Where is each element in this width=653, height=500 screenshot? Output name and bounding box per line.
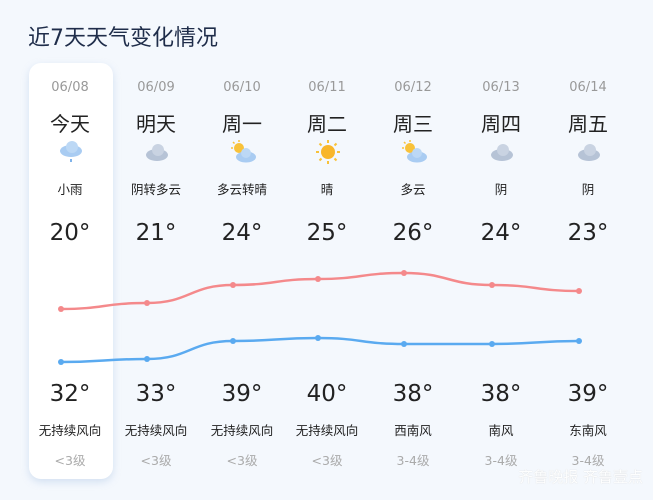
upper-temp-point: [144, 300, 150, 306]
lower-temp-point: [58, 359, 64, 365]
page-title: 近7天天气变化情况: [28, 26, 218, 51]
lower-temp: 39°: [567, 381, 609, 407]
upper-temp-point: [58, 306, 64, 312]
upper-temp: 26°: [392, 220, 434, 246]
day-column: 06/13 周四 阴 24° 38° 南风 3-4级: [458, 0, 544, 500]
condition-label: 多云转晴: [216, 182, 267, 197]
wind-direction: 无持续风向: [295, 423, 359, 438]
weekday-label: 周一: [222, 112, 262, 136]
wind-direction: 东南风: [569, 423, 607, 438]
partly-cloudy-icon: [401, 140, 427, 164]
weekday-label: 周三: [393, 112, 433, 136]
date-label: 06/08: [51, 80, 89, 95]
date-label: 06/09: [137, 80, 175, 95]
wind-level: 3-4级: [571, 453, 605, 468]
wind-direction: 西南风: [394, 423, 432, 438]
condition-label: 小雨: [57, 182, 83, 197]
lower-temp: 40°: [306, 381, 348, 407]
upper-temp-point: [230, 282, 236, 288]
wind-level: <3级: [54, 453, 86, 468]
wind-direction: 无持续风向: [38, 423, 102, 438]
wind-level: 3-4级: [484, 453, 518, 468]
upper-temp: 21°: [135, 220, 177, 246]
lower-temp-point: [489, 341, 495, 347]
upper-temp-point: [315, 276, 321, 282]
condition-label: 阴: [494, 182, 508, 197]
lower-temp: 32°: [49, 381, 91, 407]
day-column: 06/09 明天 阴转多云 21° 33° 无持续风向 <3级: [113, 0, 199, 500]
wind-level: <3级: [140, 453, 172, 468]
weekday-label: 周四: [481, 112, 521, 136]
upper-temp: 23°: [567, 220, 609, 246]
condition-label: 阴转多云: [130, 182, 181, 197]
condition-label: 晴: [320, 182, 334, 197]
wind-level: <3级: [311, 453, 343, 468]
lower-temp-point: [576, 338, 582, 344]
day-column: 06/08 今天 小雨 20° 32° 无持续风向 <3级: [27, 0, 113, 500]
condition-label: 阴: [581, 182, 595, 197]
day-column: 06/12 周三 多云 26° 38° 西南风 3-4级: [370, 0, 456, 500]
day-column: 06/10 周一 多云转晴 24° 39° 无持续风向 <3级: [199, 0, 285, 500]
date-label: 06/11: [308, 80, 346, 95]
upper-temp: 25°: [306, 220, 348, 246]
day-column: 06/11 周二 晴 25° 40° 无持续风向 <3级: [284, 0, 370, 500]
date-label: 06/10: [223, 80, 261, 95]
upper-temp: 24°: [221, 220, 263, 246]
lower-temp: 33°: [135, 381, 177, 407]
wind-level: 3-4级: [396, 453, 430, 468]
lower-temp-point: [315, 335, 321, 341]
date-label: 06/12: [394, 80, 432, 95]
lower-temp-point: [230, 338, 236, 344]
cloudy-icon: [576, 140, 602, 164]
date-label: 06/14: [569, 80, 607, 95]
wind-direction: 无持续风向: [210, 423, 274, 438]
upper-temp: 20°: [49, 220, 91, 246]
weekday-label: 明天: [136, 112, 176, 136]
lower-temp-point: [144, 356, 150, 362]
wind-level: <3级: [226, 453, 258, 468]
wind-direction: 无持续风向: [124, 423, 188, 438]
upper-temp-point: [401, 270, 407, 276]
upper-temp-point: [489, 282, 495, 288]
lower-temp-point: [401, 341, 407, 347]
partly-cloudy-icon: [230, 140, 256, 164]
lower-temp: 38°: [480, 381, 522, 407]
weekday-label: 周二: [307, 112, 347, 136]
weekday-label: 周五: [568, 112, 608, 136]
weekday-label: 今天: [50, 112, 90, 136]
condition-label: 多云: [400, 182, 426, 197]
lower-temp: 38°: [392, 381, 434, 407]
watermark: 齐鲁晚报 齐鲁壹点: [518, 468, 643, 486]
cloudy-icon: [489, 140, 515, 164]
cloudy-icon: [144, 140, 170, 164]
lower-temp: 39°: [221, 381, 263, 407]
light-rain-icon: [58, 140, 84, 164]
sunny-icon: [315, 140, 341, 164]
upper-temp: 24°: [480, 220, 522, 246]
wind-direction: 南风: [488, 423, 514, 438]
date-label: 06/13: [482, 80, 520, 95]
upper-temp-point: [576, 288, 582, 294]
today-highlight-card: [29, 63, 113, 479]
day-column: 06/14 周五 阴 23° 39° 东南风 3-4级: [545, 0, 631, 500]
